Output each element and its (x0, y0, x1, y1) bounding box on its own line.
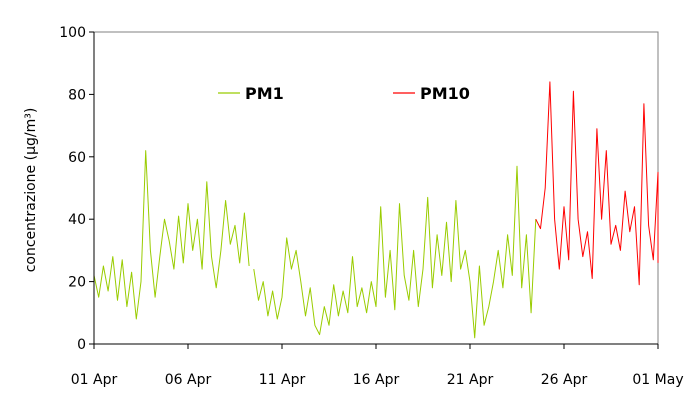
legend-label-pm1: PM1 (245, 84, 284, 103)
x-tick-label-0: 01 Apr (71, 372, 118, 388)
series-line-pm1-1 (253, 165, 537, 339)
y-tick-label-60: 60 (68, 150, 86, 166)
y-tick-label-100: 100 (59, 25, 86, 41)
legend-label-pm10: PM10 (420, 84, 470, 103)
series-line-pm1-0 (93, 150, 250, 320)
x-tick-label-4: 21 Apr (447, 372, 494, 388)
y-tick-label-20: 20 (68, 275, 86, 291)
x-tick-label-2: 11 Apr (259, 372, 306, 388)
y-tick-label-0: 0 (77, 337, 86, 353)
x-tick-label-5: 26 Apr (541, 372, 588, 388)
axes-layer: 0 20 40 60 80 100 01 Apr 06 Apr 11 Apr 16 Apr 21 A… (59, 25, 683, 388)
legend: PM1 PM10 (218, 84, 470, 103)
series-layer (93, 81, 659, 339)
x-tick-label-6: 01 May (632, 372, 683, 388)
y-tick-label-40: 40 (68, 212, 86, 228)
y-tick-label-80: 80 (68, 87, 86, 103)
x-tick-label-1: 06 Apr (165, 372, 212, 388)
x-tick-label-3: 16 Apr (353, 372, 400, 388)
series-line-pm10-2 (535, 81, 659, 286)
y-axis-title: concentrazione (µg/m³) (23, 108, 39, 273)
